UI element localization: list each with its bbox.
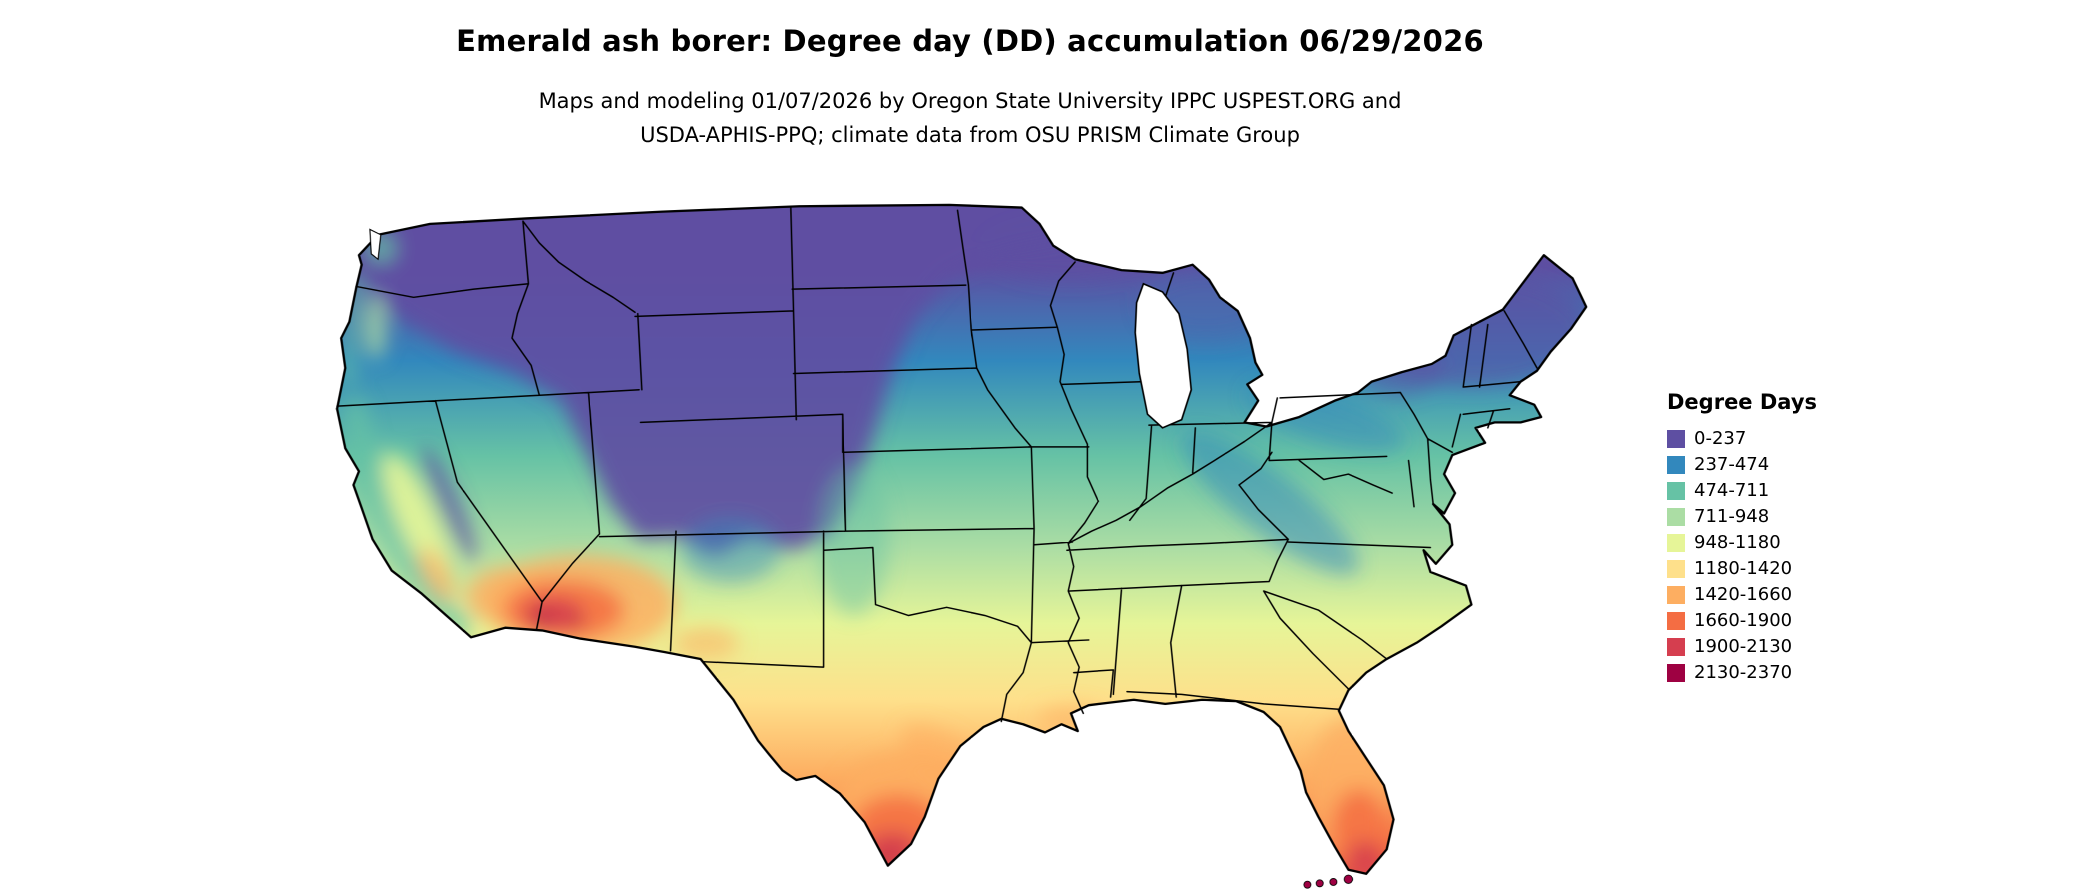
legend-swatch — [1667, 638, 1685, 656]
florida-keys-dots — [1303, 874, 1354, 889]
legend-label: 948-1180 — [1694, 532, 1781, 553]
map-subtitle-line1: Maps and modeling 01/07/2026 by Oregon S… — [538, 89, 1402, 113]
map-color-fill — [337, 204, 1587, 874]
legend-item: 1420-1660 — [1667, 586, 1817, 604]
legend-swatch — [1667, 612, 1685, 630]
legend-item: 1660-1900 — [1667, 612, 1817, 630]
lake-michigan — [1134, 282, 1193, 429]
legend-label: 1900-2130 — [1694, 636, 1793, 657]
legend-item: 1900-2130 — [1667, 638, 1817, 656]
us-degree-day-map — [335, 203, 1588, 889]
legend: Degree Days 0-237 237-474 474-711 711-948 94… — [1667, 390, 1817, 690]
legend-label: 0-237 — [1694, 428, 1747, 449]
title-wrap: Emerald ash borer: Degree day (DD) accum… — [0, 24, 1940, 58]
legend-swatch — [1667, 534, 1685, 552]
legend-label: 2130-2370 — [1694, 662, 1793, 683]
legend-title: Degree Days — [1667, 390, 1818, 414]
legend-label: 237-474 — [1694, 454, 1770, 475]
map-stage — [307, 194, 1619, 892]
legend-item: 237-474 — [1667, 456, 1817, 474]
subtitle-wrap: Maps and modeling 01/07/2026 by Oregon S… — [0, 84, 1940, 152]
legend-item: 2130-2370 — [1667, 664, 1817, 682]
legend-swatch — [1667, 456, 1685, 474]
puget-sound — [369, 228, 382, 261]
legend-swatch — [1667, 664, 1685, 682]
us-outline — [335, 203, 1588, 875]
state-borders — [336, 206, 1538, 723]
legend-swatch — [1667, 508, 1685, 526]
legend-item: 711-948 — [1667, 508, 1817, 526]
legend-swatch — [1667, 586, 1685, 604]
legend-item: 474-711 — [1667, 482, 1817, 500]
legend-item: 0-237 — [1667, 430, 1817, 448]
legend-label: 711-948 — [1694, 506, 1770, 527]
legend-item: 948-1180 — [1667, 534, 1817, 552]
legend-label: 474-711 — [1694, 480, 1770, 501]
map-title: Emerald ash borer: Degree day (DD) accum… — [456, 24, 1484, 58]
map-subtitle-line2: USDA-APHIS-PPQ; climate data from OSU PR… — [640, 123, 1300, 147]
legend-swatch — [1667, 430, 1685, 448]
legend-label: 1420-1660 — [1694, 584, 1793, 605]
legend-item: 1180-1420 — [1667, 560, 1817, 578]
legend-label: 1180-1420 — [1694, 558, 1793, 579]
legend-items: 0-237 237-474 474-711 711-948 948-1180 1180-1… — [1667, 430, 1817, 682]
legend-swatch — [1667, 560, 1685, 578]
legend-label: 1660-1900 — [1694, 610, 1793, 631]
legend-swatch — [1667, 482, 1685, 500]
